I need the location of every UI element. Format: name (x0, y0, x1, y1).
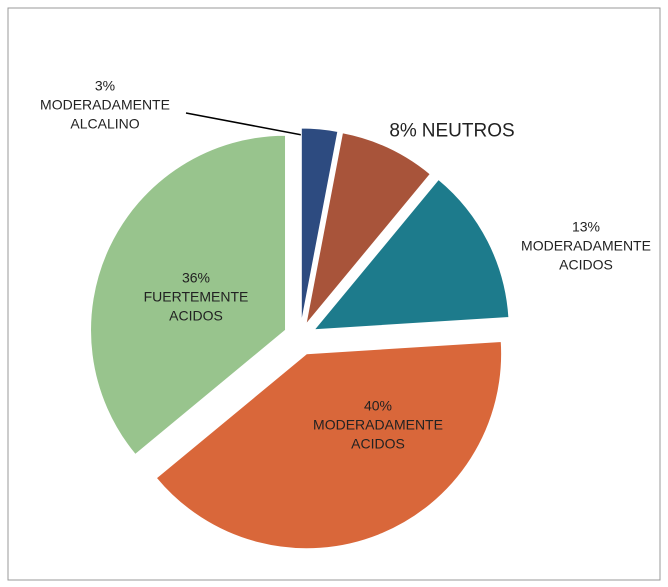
category-label: MODERADAMENTE ALCALINO (40, 96, 170, 132)
pie-slice (305, 132, 431, 325)
category-label: NEUTROS (421, 120, 515, 142)
label-line: MODERADAMENTE ALCALINO (35, 96, 175, 134)
value-label: 36% (181, 269, 211, 286)
pie-slice (90, 134, 287, 456)
data-label: 13% MODERADAMENTE ACIDOS (516, 218, 656, 275)
category-label: MODERADAMENTE ACIDOS (521, 237, 651, 273)
pie-slice (300, 127, 339, 324)
value-label: 3% (94, 77, 116, 94)
category-label: FUERTEMENTE ACIDOS (143, 288, 249, 324)
label-line: MODERADAMENTE ACIDOS (293, 416, 463, 454)
leader-line (185, 112, 319, 139)
pie-slice (155, 340, 503, 550)
value-label: 40% (363, 397, 393, 414)
value-label: 13% (571, 218, 601, 235)
label-line: MODERADAMENTE ACIDOS (516, 237, 656, 275)
label-line: 40% (293, 397, 463, 416)
label-line: 3% (35, 77, 175, 96)
label-line: 36% (136, 269, 256, 288)
data-label: 36% FUERTEMENTE ACIDOS (136, 269, 256, 326)
pie-slice (313, 178, 510, 331)
data-label: 40% MODERADAMENTE ACIDOS (293, 397, 463, 454)
data-label: 8% NEUTROS (389, 122, 514, 141)
value-label: 8% (389, 120, 417, 142)
category-label: MODERADAMENTE ACIDOS (313, 416, 443, 452)
label-line: 13% (516, 218, 656, 237)
data-label: 3% MODERADAMENTE ALCALINO (35, 77, 175, 134)
label-line: FUERTEMENTE ACIDOS (136, 288, 256, 326)
